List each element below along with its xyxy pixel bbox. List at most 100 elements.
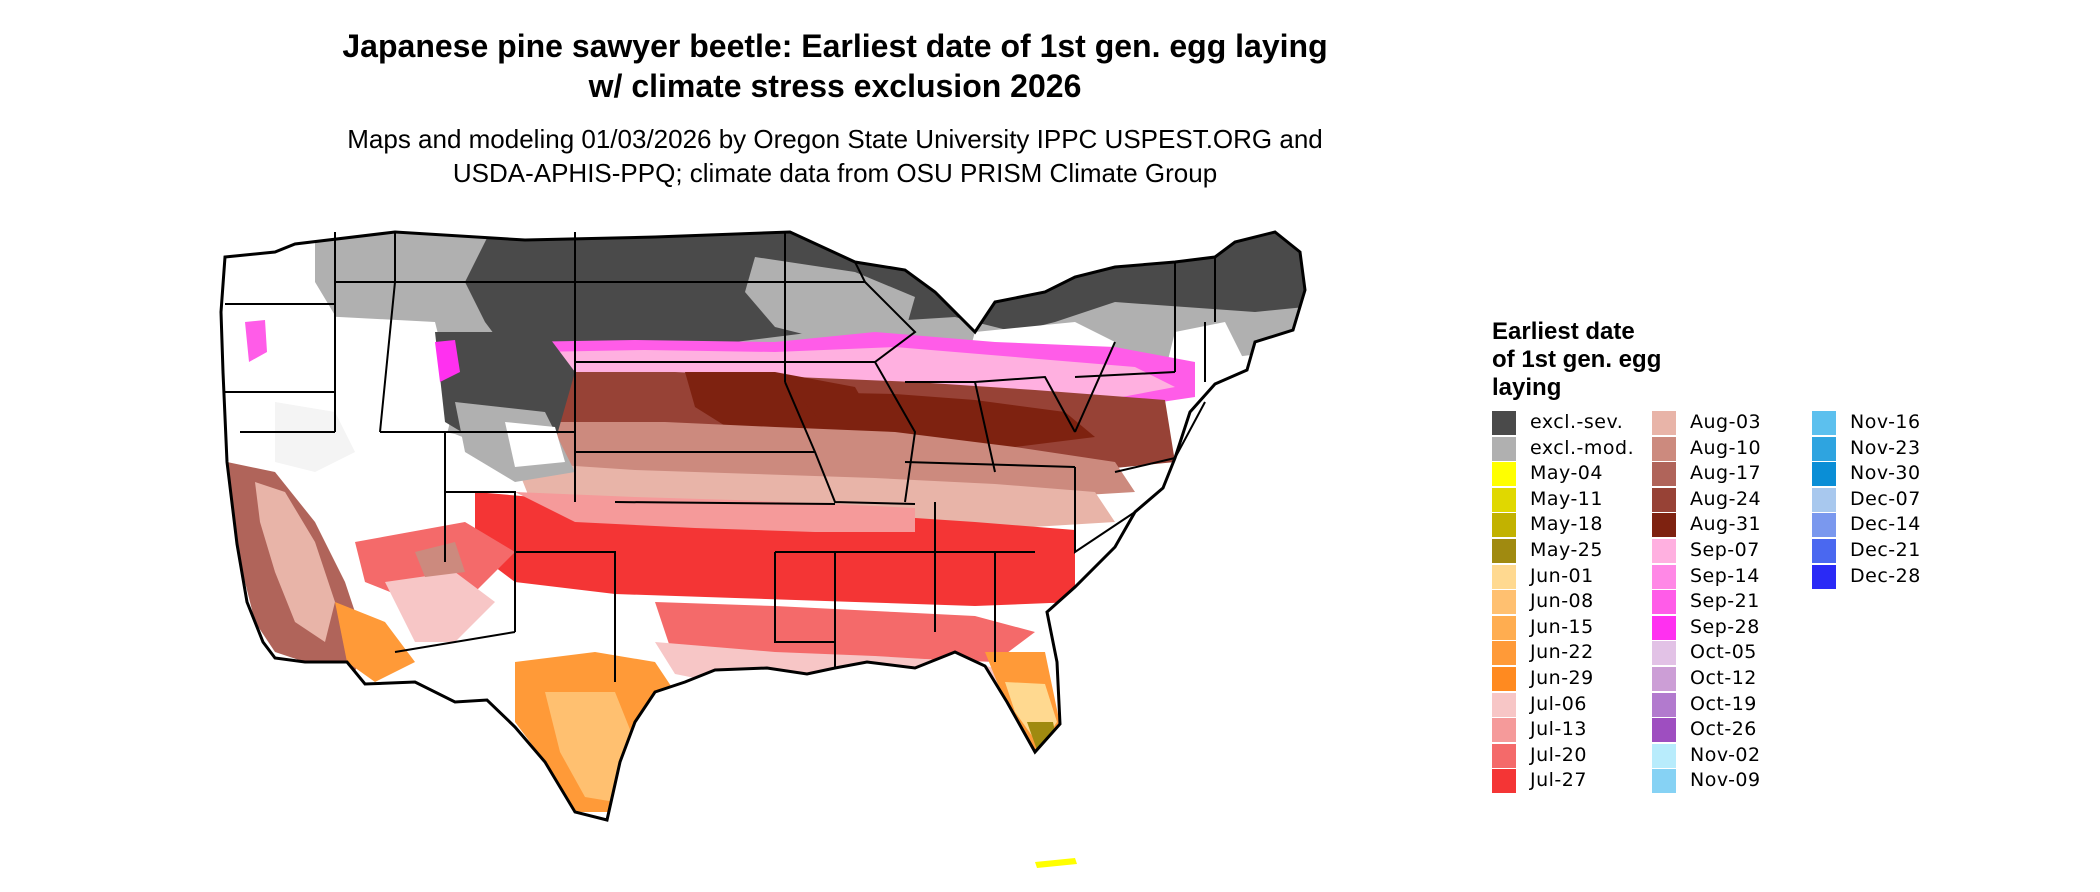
legend-swatch <box>1652 462 1676 487</box>
legend-swatch <box>1812 513 1836 538</box>
legend-label: Nov-02 <box>1690 743 1761 766</box>
legend-swatch <box>1812 462 1836 487</box>
legend-swatch <box>1492 718 1516 743</box>
legend-item: Sep-07 <box>1652 538 1822 564</box>
legend-label: Jul-27 <box>1530 769 1587 792</box>
legend-item: Nov-02 <box>1652 743 1822 769</box>
legend-item: Oct-12 <box>1652 666 1822 692</box>
legend-label: Jun-01 <box>1530 564 1594 587</box>
legend-item: Nov-30 <box>1812 461 1982 487</box>
legend-swatch <box>1652 436 1676 461</box>
legend-swatch <box>1812 436 1836 461</box>
legend-label: Aug-03 <box>1690 411 1762 433</box>
legend-item: Jul-20 <box>1492 743 1662 769</box>
map-fill-layer <box>221 232 1305 820</box>
legend-swatch <box>1652 692 1676 717</box>
legend-item: excl.-sev. <box>1492 410 1662 436</box>
legend-label: May-04 <box>1530 462 1603 485</box>
florida-keys <box>1035 858 1077 868</box>
legend-label: Sep-14 <box>1690 564 1760 587</box>
legend-label: Oct-05 <box>1690 641 1757 664</box>
legend-swatch <box>1652 718 1676 743</box>
legend-item: Dec-28 <box>1812 564 1982 590</box>
legend-swatch <box>1492 615 1516 640</box>
legend-item: Jun-08 <box>1492 589 1662 615</box>
legend-item: Jul-27 <box>1492 768 1662 794</box>
legend-label: Sep-21 <box>1690 590 1760 613</box>
legend-item: Jun-22 <box>1492 640 1662 666</box>
legend-item: May-11 <box>1492 487 1662 513</box>
legend-label: excl.-mod. <box>1530 436 1635 459</box>
legend-swatch <box>1812 411 1836 435</box>
legend-label: Aug-10 <box>1690 436 1762 459</box>
legend-item: Jun-01 <box>1492 564 1662 590</box>
legend-swatch <box>1492 692 1516 717</box>
legend-swatch <box>1652 769 1676 794</box>
legend-label: Jun-15 <box>1530 615 1594 638</box>
legend-item: May-04 <box>1492 461 1662 487</box>
legend-swatch <box>1492 590 1516 615</box>
legend-swatch <box>1812 487 1836 512</box>
legend-label: Nov-16 <box>1850 411 1921 433</box>
legend-label: Aug-31 <box>1690 513 1762 536</box>
legend-label: Sep-07 <box>1690 538 1760 561</box>
legend-item: Nov-23 <box>1812 436 1982 462</box>
legend-item: Nov-09 <box>1652 768 1822 794</box>
legend-label: May-25 <box>1530 538 1603 561</box>
legend-label: Nov-30 <box>1850 462 1921 485</box>
legend-label: Jul-13 <box>1530 718 1587 741</box>
legend-column-1: excl.-sev. excl.-mod. May-04 May-11 May-18 Ma… <box>1492 410 1662 794</box>
legend-item: Sep-21 <box>1652 589 1822 615</box>
legend-title-line-2: of 1st gen. egg <box>1492 346 1662 373</box>
legend-item: May-18 <box>1492 512 1662 538</box>
legend-item: Aug-03 <box>1652 410 1822 436</box>
legend-item: Aug-24 <box>1652 487 1822 513</box>
legend-item: Aug-10 <box>1652 436 1822 462</box>
legend-swatch <box>1652 743 1676 768</box>
legend: excl.-sev. excl.-mod. May-04 May-11 May-18 Ma… <box>1492 410 1972 810</box>
legend-label: Aug-17 <box>1690 462 1762 485</box>
map-title-line-2: w/ climate stress exclusion 2026 <box>588 68 1082 104</box>
legend-swatch <box>1652 513 1676 538</box>
legend-label: Nov-23 <box>1850 436 1921 459</box>
legend-item: Jun-15 <box>1492 615 1662 641</box>
legend-label: Dec-21 <box>1850 538 1921 561</box>
legend-label: Jul-20 <box>1530 743 1587 766</box>
legend-label: May-18 <box>1530 513 1603 536</box>
legend-swatch <box>1652 564 1676 589</box>
legend-swatch <box>1492 666 1516 691</box>
legend-swatch <box>1812 564 1836 589</box>
legend-swatch <box>1492 436 1516 461</box>
legend-label: Sep-28 <box>1690 615 1760 638</box>
legend-item: excl.-mod. <box>1492 436 1662 462</box>
legend-item: Dec-21 <box>1812 538 1982 564</box>
legend-item: Oct-05 <box>1652 640 1822 666</box>
legend-swatch <box>1492 487 1516 512</box>
legend-item: Jun-29 <box>1492 666 1662 692</box>
legend-item: Oct-19 <box>1652 692 1822 718</box>
legend-label: Oct-26 <box>1690 718 1757 741</box>
legend-swatch <box>1652 538 1676 563</box>
legend-item: Aug-31 <box>1652 512 1822 538</box>
legend-item: Nov-16 <box>1812 410 1982 436</box>
legend-swatch <box>1812 538 1836 563</box>
map-subtitle-line-2: USDA-APHIS-PPQ; climate data from OSU PR… <box>452 158 1218 188</box>
legend-item: Jul-13 <box>1492 717 1662 743</box>
legend-label: May-11 <box>1530 487 1603 510</box>
legend-swatch <box>1492 769 1516 794</box>
map-subtitle: Maps and modeling 01/03/2026 by Oregon S… <box>300 122 1370 190</box>
legend-swatch <box>1652 487 1676 512</box>
legend-label: Oct-12 <box>1690 666 1757 689</box>
map-subtitle-line-1: Maps and modeling 01/03/2026 by Oregon S… <box>347 124 1323 154</box>
legend-label: Dec-07 <box>1850 487 1921 510</box>
map-title: Japanese pine sawyer beetle: Earliest da… <box>300 26 1370 106</box>
legend-label: Aug-24 <box>1690 487 1762 510</box>
legend-label: Jun-22 <box>1530 641 1594 664</box>
legend-item: Aug-17 <box>1652 461 1822 487</box>
legend-item: May-25 <box>1492 538 1662 564</box>
map-title-line-1: Japanese pine sawyer beetle: Earliest da… <box>342 28 1328 64</box>
legend-swatch <box>1492 743 1516 768</box>
legend-title-line-1: Earliest date <box>1492 318 1635 345</box>
legend-label: excl.-sev. <box>1530 411 1624 433</box>
legend-title-line-3: laying <box>1492 374 1562 401</box>
